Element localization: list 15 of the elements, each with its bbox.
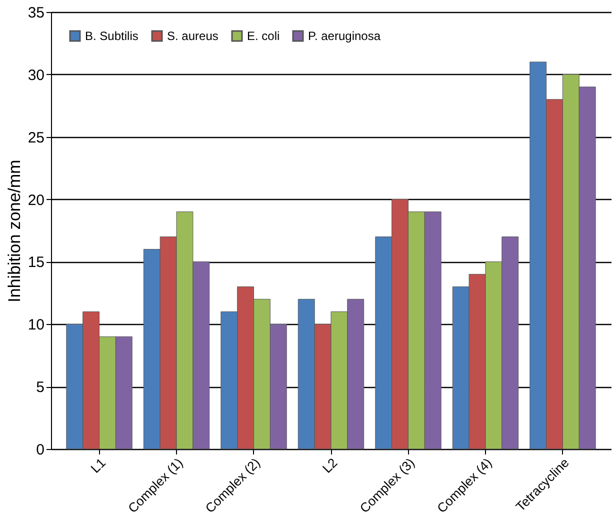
x-tick-label: L1 (88, 455, 108, 476)
y-tick-label: 25 (28, 129, 44, 146)
legend-label: S. aureus (167, 29, 218, 43)
y-tick-label: 35 (28, 4, 44, 22)
legend-label: P. aeruginosa (308, 29, 381, 43)
legend-label: B. Subtilis (85, 29, 138, 43)
y-tick-label: 5 (36, 379, 44, 396)
y-tick-label: 0 (36, 442, 44, 458)
y-tick-label: 30 (28, 66, 44, 84)
y-tick-label: 15 (28, 254, 44, 272)
legend-label: E. coli (247, 29, 280, 43)
y-tick-label: 20 (28, 192, 44, 209)
y-axis-title: Inhibition zone/mm (4, 160, 24, 302)
y-tick-label: 10 (28, 316, 44, 334)
x-tick-label: L2 (319, 455, 340, 476)
